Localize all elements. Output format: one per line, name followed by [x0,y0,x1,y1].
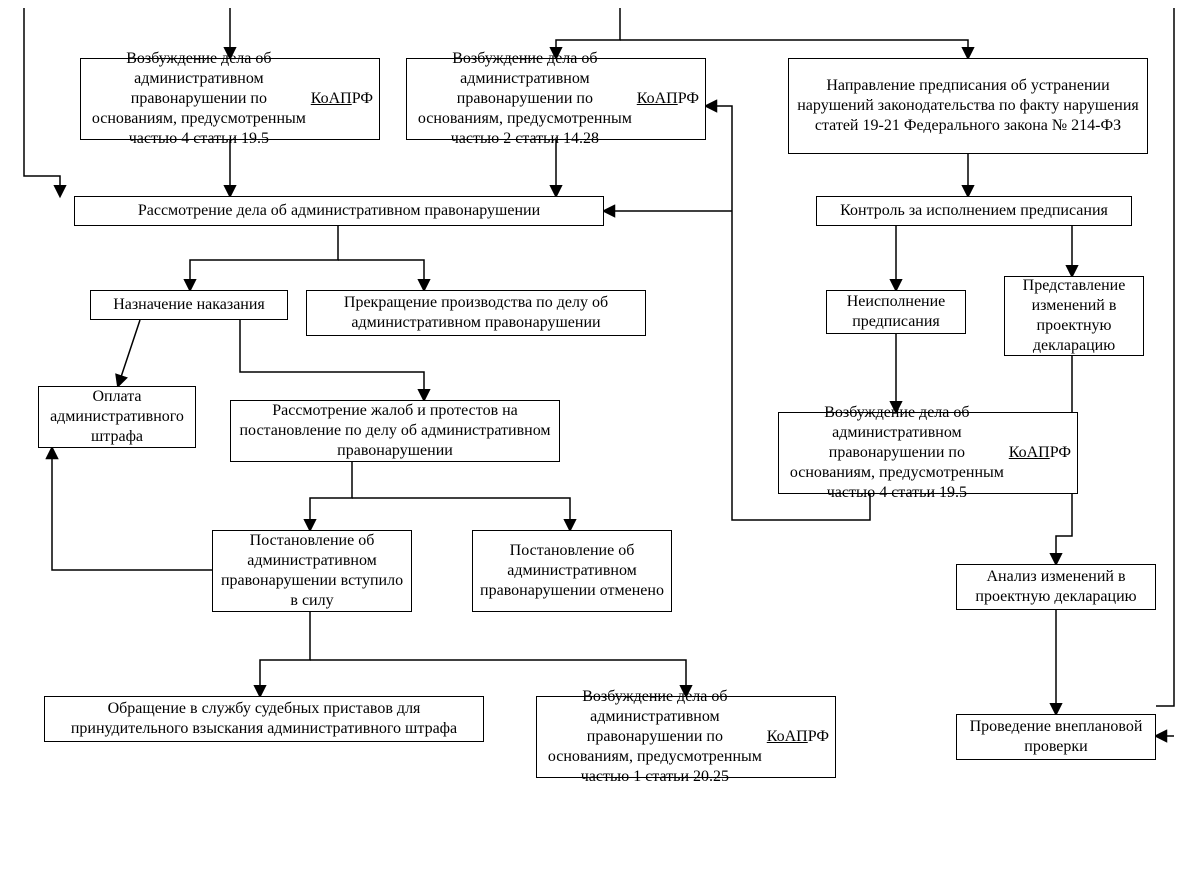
flow-node-n16: Обращение в службу судебных приставов дл… [44,696,484,742]
flow-node-n7: Прекращение производства по делу об адми… [306,290,646,336]
flow-node-n12: Возбуждение дела об административном пра… [778,412,1078,494]
flow-node-n5: Контроль за исполнением предписания [816,196,1132,226]
flowchart-stage: Возбуждение дела об административном пра… [0,0,1200,888]
flow-node-n17: Возбуждение дела об административном пра… [536,696,836,778]
edge-8 [24,8,60,196]
edge-10 [338,260,424,290]
flow-node-n15: Анализ изменений в проектную декларацию [956,564,1156,610]
edge-9 [190,226,338,290]
flow-node-n3: Направление предписания об устранении на… [788,58,1148,154]
edge-2 [620,40,968,58]
flow-node-n18: Проведение внеплановой проверки [956,714,1156,760]
edge-3 [1156,8,1174,706]
flow-node-n10: Оплата административного штрафа [38,386,196,448]
flow-node-n8: Неисполнение предписания [826,290,966,334]
edge-15 [52,448,212,570]
flow-node-n13: Постановление об административном правон… [212,530,412,612]
flow-node-n9: Представление изменений в проектную декл… [1004,276,1144,356]
edge-13 [310,462,352,530]
edge-14 [352,498,570,530]
flow-node-n11: Рассмотрение жалоб и протестов на постан… [230,400,560,462]
edge-11 [118,320,140,386]
flow-node-n14: Постановление об административном правон… [472,530,672,612]
flow-node-n1: Возбуждение дела об административном пра… [80,58,380,140]
flow-node-n2: Возбуждение дела об административном пра… [406,58,706,140]
edge-16 [260,612,310,696]
flow-node-n4: Рассмотрение дела об административном пр… [74,196,604,226]
flow-node-n6: Назначение наказания [90,290,288,320]
